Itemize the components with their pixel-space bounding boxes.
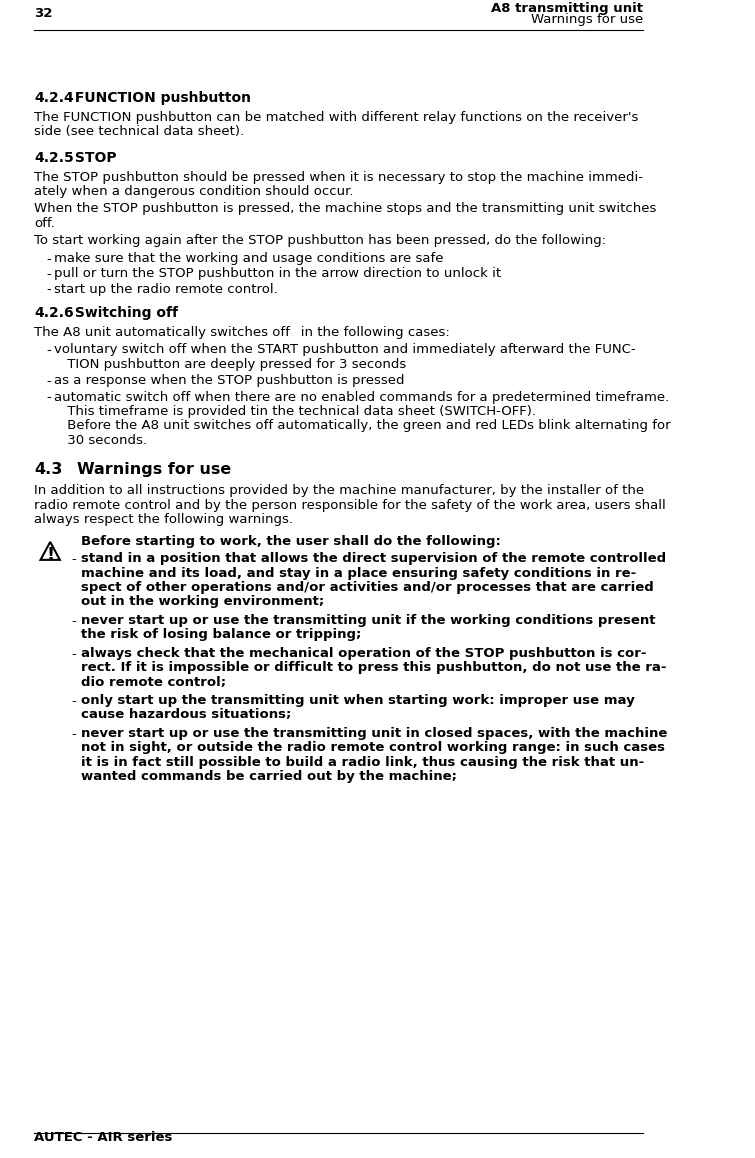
- Text: !: !: [46, 545, 54, 564]
- Text: radio remote control and by the person responsible for the safety of the work ar: radio remote control and by the person r…: [34, 499, 666, 512]
- Text: 32: 32: [34, 7, 52, 20]
- Text: -: -: [72, 647, 76, 661]
- Text: out in the working environment;: out in the working environment;: [81, 595, 324, 608]
- Text: A8 transmitting unit: A8 transmitting unit: [491, 2, 643, 15]
- Text: always check that the mechanical operation of the STOP pushbutton is cor-: always check that the mechanical operati…: [81, 647, 646, 660]
- Text: -: -: [72, 554, 76, 566]
- Text: Warnings for use: Warnings for use: [77, 462, 231, 477]
- Text: never start up or use the transmitting unit if the working conditions present: never start up or use the transmitting u…: [81, 614, 655, 626]
- Text: dio remote control;: dio remote control;: [81, 675, 226, 689]
- Text: rect. If it is impossible or difficult to press this pushbutton, do not use the : rect. If it is impossible or difficult t…: [81, 661, 666, 674]
- Text: FUNCTION pushbutton: FUNCTION pushbutton: [70, 91, 251, 105]
- Text: only start up the transmitting unit when starting work: improper use may: only start up the transmitting unit when…: [81, 694, 634, 708]
- Text: AUTEC - AIR series: AUTEC - AIR series: [34, 1131, 172, 1144]
- Text: This timeframe is provided tin the technical data sheet (SWITCH-OFF).: This timeframe is provided tin the techn…: [54, 405, 536, 418]
- Text: off.: off.: [34, 217, 55, 229]
- Text: Warnings for use: Warnings for use: [531, 13, 643, 27]
- Text: cause hazardous situations;: cause hazardous situations;: [81, 709, 291, 721]
- Text: -: -: [47, 284, 51, 296]
- Text: side (see technical data sheet).: side (see technical data sheet).: [34, 125, 244, 138]
- Text: never start up or use the transmitting unit in closed spaces, with the machine: never start up or use the transmitting u…: [81, 727, 667, 740]
- Text: Before the A8 unit switches off automatically, the green and red LEDs blink alte: Before the A8 unit switches off automati…: [54, 419, 670, 432]
- Text: ately when a dangerous condition should occur.: ately when a dangerous condition should …: [34, 185, 353, 198]
- Text: 4.2.5: 4.2.5: [34, 151, 74, 164]
- Text: stand in a position that allows the direct supervision of the remote controlled: stand in a position that allows the dire…: [81, 552, 666, 565]
- Text: TION pushbutton are deeply pressed for 3 seconds: TION pushbutton are deeply pressed for 3…: [54, 358, 406, 371]
- Text: automatic switch off when there are no enabled commands for a predetermined time: automatic switch off when there are no e…: [54, 390, 669, 403]
- Text: spect of other operations and/or activities and/or processes that are carried: spect of other operations and/or activit…: [81, 581, 653, 594]
- Text: make sure that the working and usage conditions are safe: make sure that the working and usage con…: [54, 251, 443, 265]
- Text: start up the radio remote control.: start up the radio remote control.: [54, 283, 278, 295]
- Text: 4.2.6: 4.2.6: [34, 306, 74, 320]
- Text: 4.2.4: 4.2.4: [34, 91, 74, 105]
- Text: 4.3: 4.3: [34, 462, 63, 477]
- Text: -: -: [47, 344, 51, 357]
- Text: -: -: [47, 252, 51, 265]
- Text: always respect the following warnings.: always respect the following warnings.: [34, 513, 293, 527]
- Text: machine and its load, and stay in a place ensuring safety conditions in re-: machine and its load, and stay in a plac…: [81, 566, 636, 580]
- Text: Before starting to work, the user shall do the following:: Before starting to work, the user shall …: [81, 535, 501, 548]
- Text: In addition to all instructions provided by the machine manufacturer, by the ins: In addition to all instructions provided…: [34, 484, 644, 498]
- Text: STOP: STOP: [70, 151, 116, 164]
- Text: pull or turn the STOP pushbutton in the arrow direction to unlock it: pull or turn the STOP pushbutton in the …: [54, 267, 501, 280]
- Text: The STOP pushbutton should be pressed when it is necessary to stop the machine i: The STOP pushbutton should be pressed wh…: [34, 170, 643, 183]
- Text: wanted commands be carried out by the machine;: wanted commands be carried out by the ma…: [81, 770, 457, 783]
- Text: -: -: [47, 269, 51, 281]
- Text: When the STOP pushbutton is pressed, the machine stops and the transmitting unit: When the STOP pushbutton is pressed, the…: [34, 203, 656, 215]
- Text: The FUNCTION pushbutton can be matched with different relay functions on the rec: The FUNCTION pushbutton can be matched w…: [34, 111, 639, 124]
- Text: as a response when the STOP pushbutton is pressed: as a response when the STOP pushbutton i…: [54, 374, 404, 387]
- Text: the risk of losing balance or tripping;: the risk of losing balance or tripping;: [81, 629, 361, 642]
- Text: not in sight, or outside the radio remote control working range: in such cases: not in sight, or outside the radio remot…: [81, 741, 664, 754]
- Text: voluntary switch off when the START pushbutton and immediately afterward the FUN: voluntary switch off when the START push…: [54, 343, 636, 357]
- Text: To start working again after the STOP pushbutton has been pressed, do the follow: To start working again after the STOP pu…: [34, 234, 606, 248]
- Text: -: -: [72, 728, 76, 741]
- Text: 30 seconds.: 30 seconds.: [54, 434, 146, 447]
- Text: Switching off: Switching off: [70, 306, 178, 320]
- Text: it is in fact still possible to build a radio link, thus causing the risk that u: it is in fact still possible to build a …: [81, 756, 644, 769]
- Text: The A8 unit automatically switches off  in the following cases:: The A8 unit automatically switches off i…: [34, 325, 450, 339]
- Text: -: -: [72, 615, 76, 628]
- Text: -: -: [72, 695, 76, 708]
- Text: -: -: [47, 375, 51, 388]
- Text: -: -: [47, 391, 51, 404]
